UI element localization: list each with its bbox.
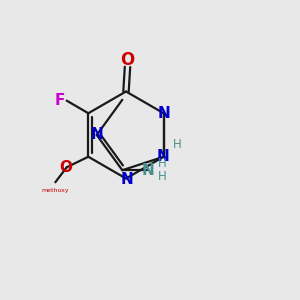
Text: methoxy: methoxy: [41, 188, 69, 193]
Text: F: F: [55, 93, 65, 108]
Text: N: N: [120, 172, 133, 187]
Text: N: N: [157, 106, 170, 121]
Text: N: N: [90, 128, 103, 142]
Text: H: H: [158, 157, 167, 170]
Text: H: H: [173, 138, 182, 151]
Text: H: H: [158, 170, 167, 183]
Text: O: O: [60, 160, 73, 175]
Text: O: O: [120, 51, 135, 69]
Text: N: N: [142, 163, 155, 178]
Text: N: N: [156, 149, 169, 164]
